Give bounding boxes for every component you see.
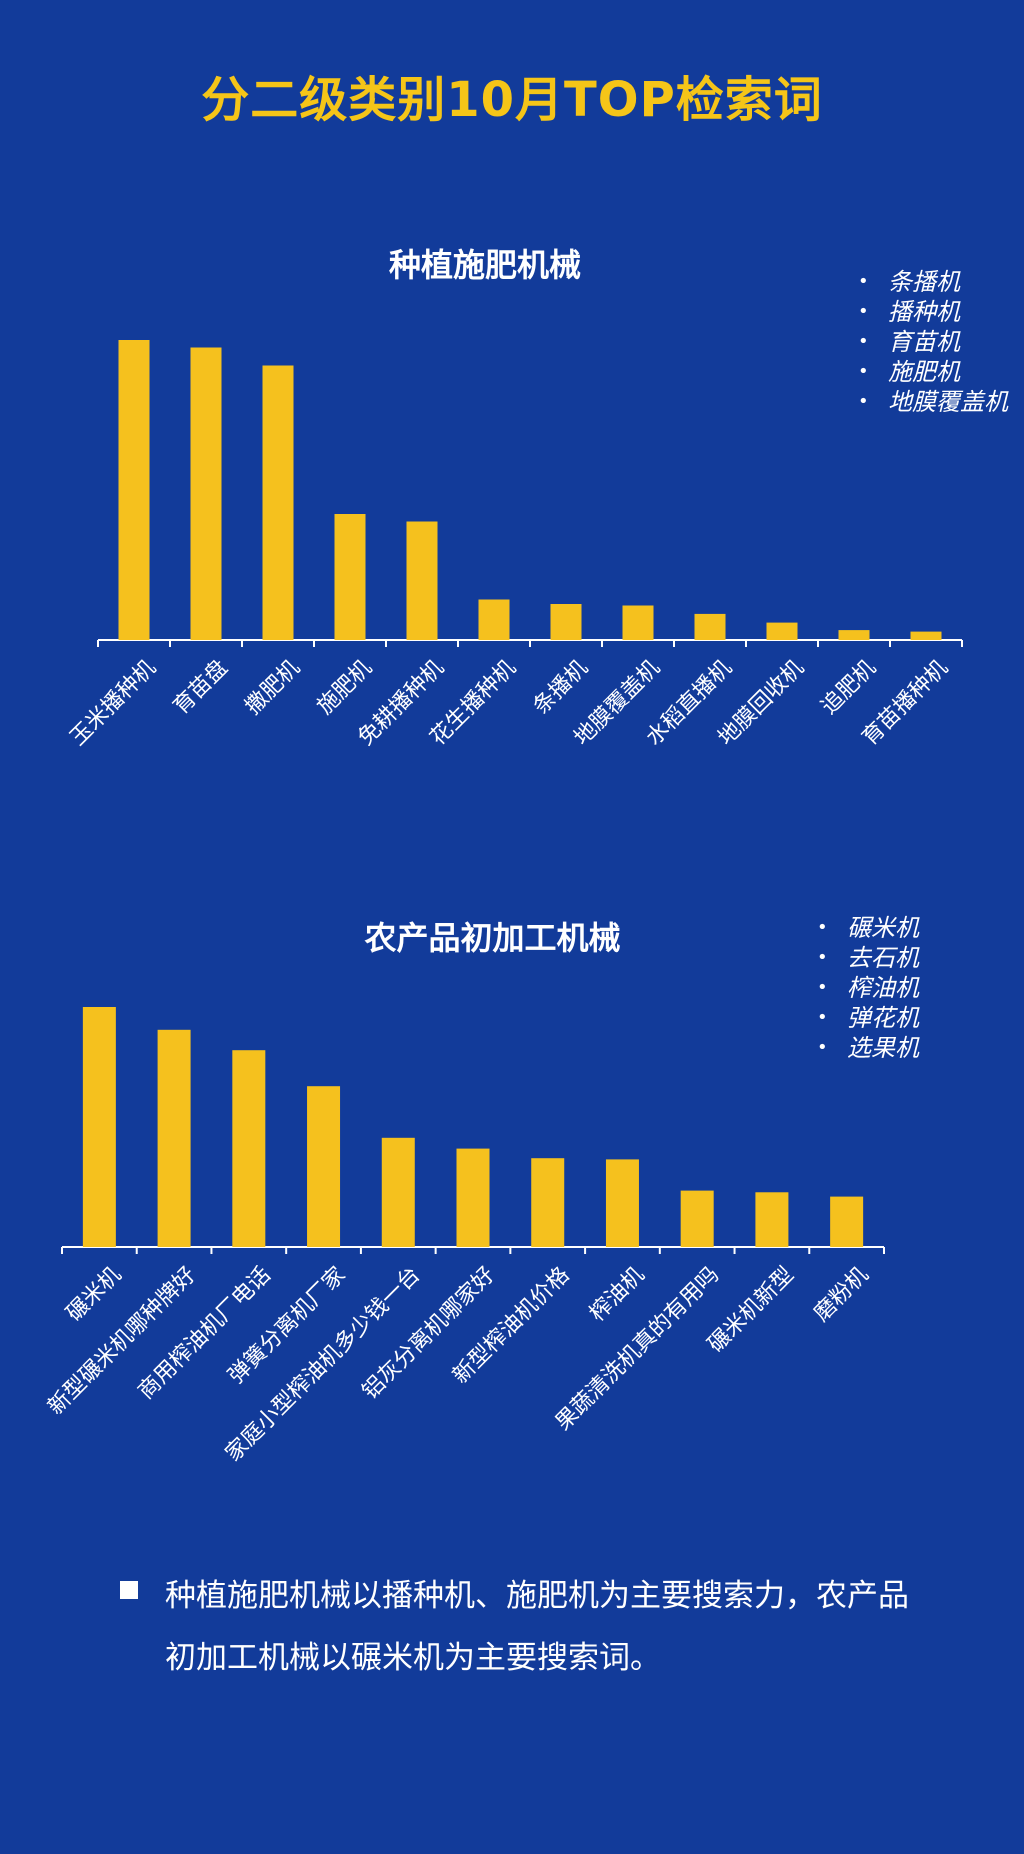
bar xyxy=(622,605,654,640)
legend-item: 选果机 xyxy=(817,1033,919,1063)
legend-item: 条播机 xyxy=(858,267,1008,297)
legend-item: 播种机 xyxy=(858,297,1008,327)
bar xyxy=(478,599,510,640)
legend-item: 碾米机 xyxy=(817,913,919,943)
bar xyxy=(605,1159,639,1247)
bar xyxy=(334,514,366,640)
x-tick-label: 商用榨油机厂电话 xyxy=(134,1262,276,1404)
legend-item: 榨油机 xyxy=(817,973,919,1003)
summary: 种植施肥机械以播种机、施肥机为主要搜索力，农产品初加工机械以碾米机为主要搜索词。 xyxy=(120,1565,920,1689)
page-title: 分二级类别10月TOP检索词 xyxy=(201,72,823,128)
chart-1-legend: 条播机 播种机 育苗机 施肥机 地膜覆盖机 xyxy=(858,267,1008,417)
x-tick-label: 铝灰分离机哪家好 xyxy=(358,1262,500,1404)
bar xyxy=(82,1007,116,1247)
x-tick-label: 榨油机 xyxy=(585,1262,649,1326)
bar xyxy=(406,521,438,640)
legend-item: 去石机 xyxy=(817,943,919,973)
bar xyxy=(910,631,942,640)
bar xyxy=(456,1148,490,1247)
x-tick-label: 碾米机 xyxy=(62,1262,126,1326)
bar xyxy=(838,630,870,640)
bar xyxy=(190,347,222,640)
bar xyxy=(550,604,582,640)
bar xyxy=(830,1196,864,1247)
chart-2-title: 农产品初加工机械 xyxy=(364,919,621,957)
x-tick-label: 新型碾米机哪种牌好 xyxy=(43,1262,201,1420)
legend-item: 施肥机 xyxy=(858,357,1008,387)
bar xyxy=(262,365,294,640)
chart-2-legend: 碾米机 去石机 榨油机 弹花机 选果机 xyxy=(817,913,919,1063)
bar xyxy=(531,1158,565,1247)
x-tick-label: 磨粉机 xyxy=(809,1262,873,1326)
chart-2-bar-chart: 碾米机新型碾米机哪种牌好商用榨油机厂电话弹簧分离机厂家家庭小型榨油机多少钱一台铝… xyxy=(43,1007,885,1467)
bar xyxy=(381,1137,415,1247)
bar xyxy=(307,1086,341,1247)
bar xyxy=(118,340,150,640)
chart-1-title: 种植施肥机械 xyxy=(388,246,581,284)
legend-item: 育苗机 xyxy=(858,327,1008,357)
bar xyxy=(232,1050,266,1247)
bar xyxy=(694,613,726,640)
summary-text: 种植施肥机械以播种机、施肥机为主要搜索力，农产品初加工机械以碾米机为主要搜索词。 xyxy=(165,1578,909,1676)
bullet-square-icon xyxy=(120,1581,138,1599)
bar xyxy=(755,1192,789,1247)
bar xyxy=(157,1029,191,1247)
legend-item: 弹花机 xyxy=(817,1003,919,1033)
bar xyxy=(680,1190,714,1247)
bar xyxy=(766,622,798,640)
legend-item: 地膜覆盖机 xyxy=(858,387,1008,417)
